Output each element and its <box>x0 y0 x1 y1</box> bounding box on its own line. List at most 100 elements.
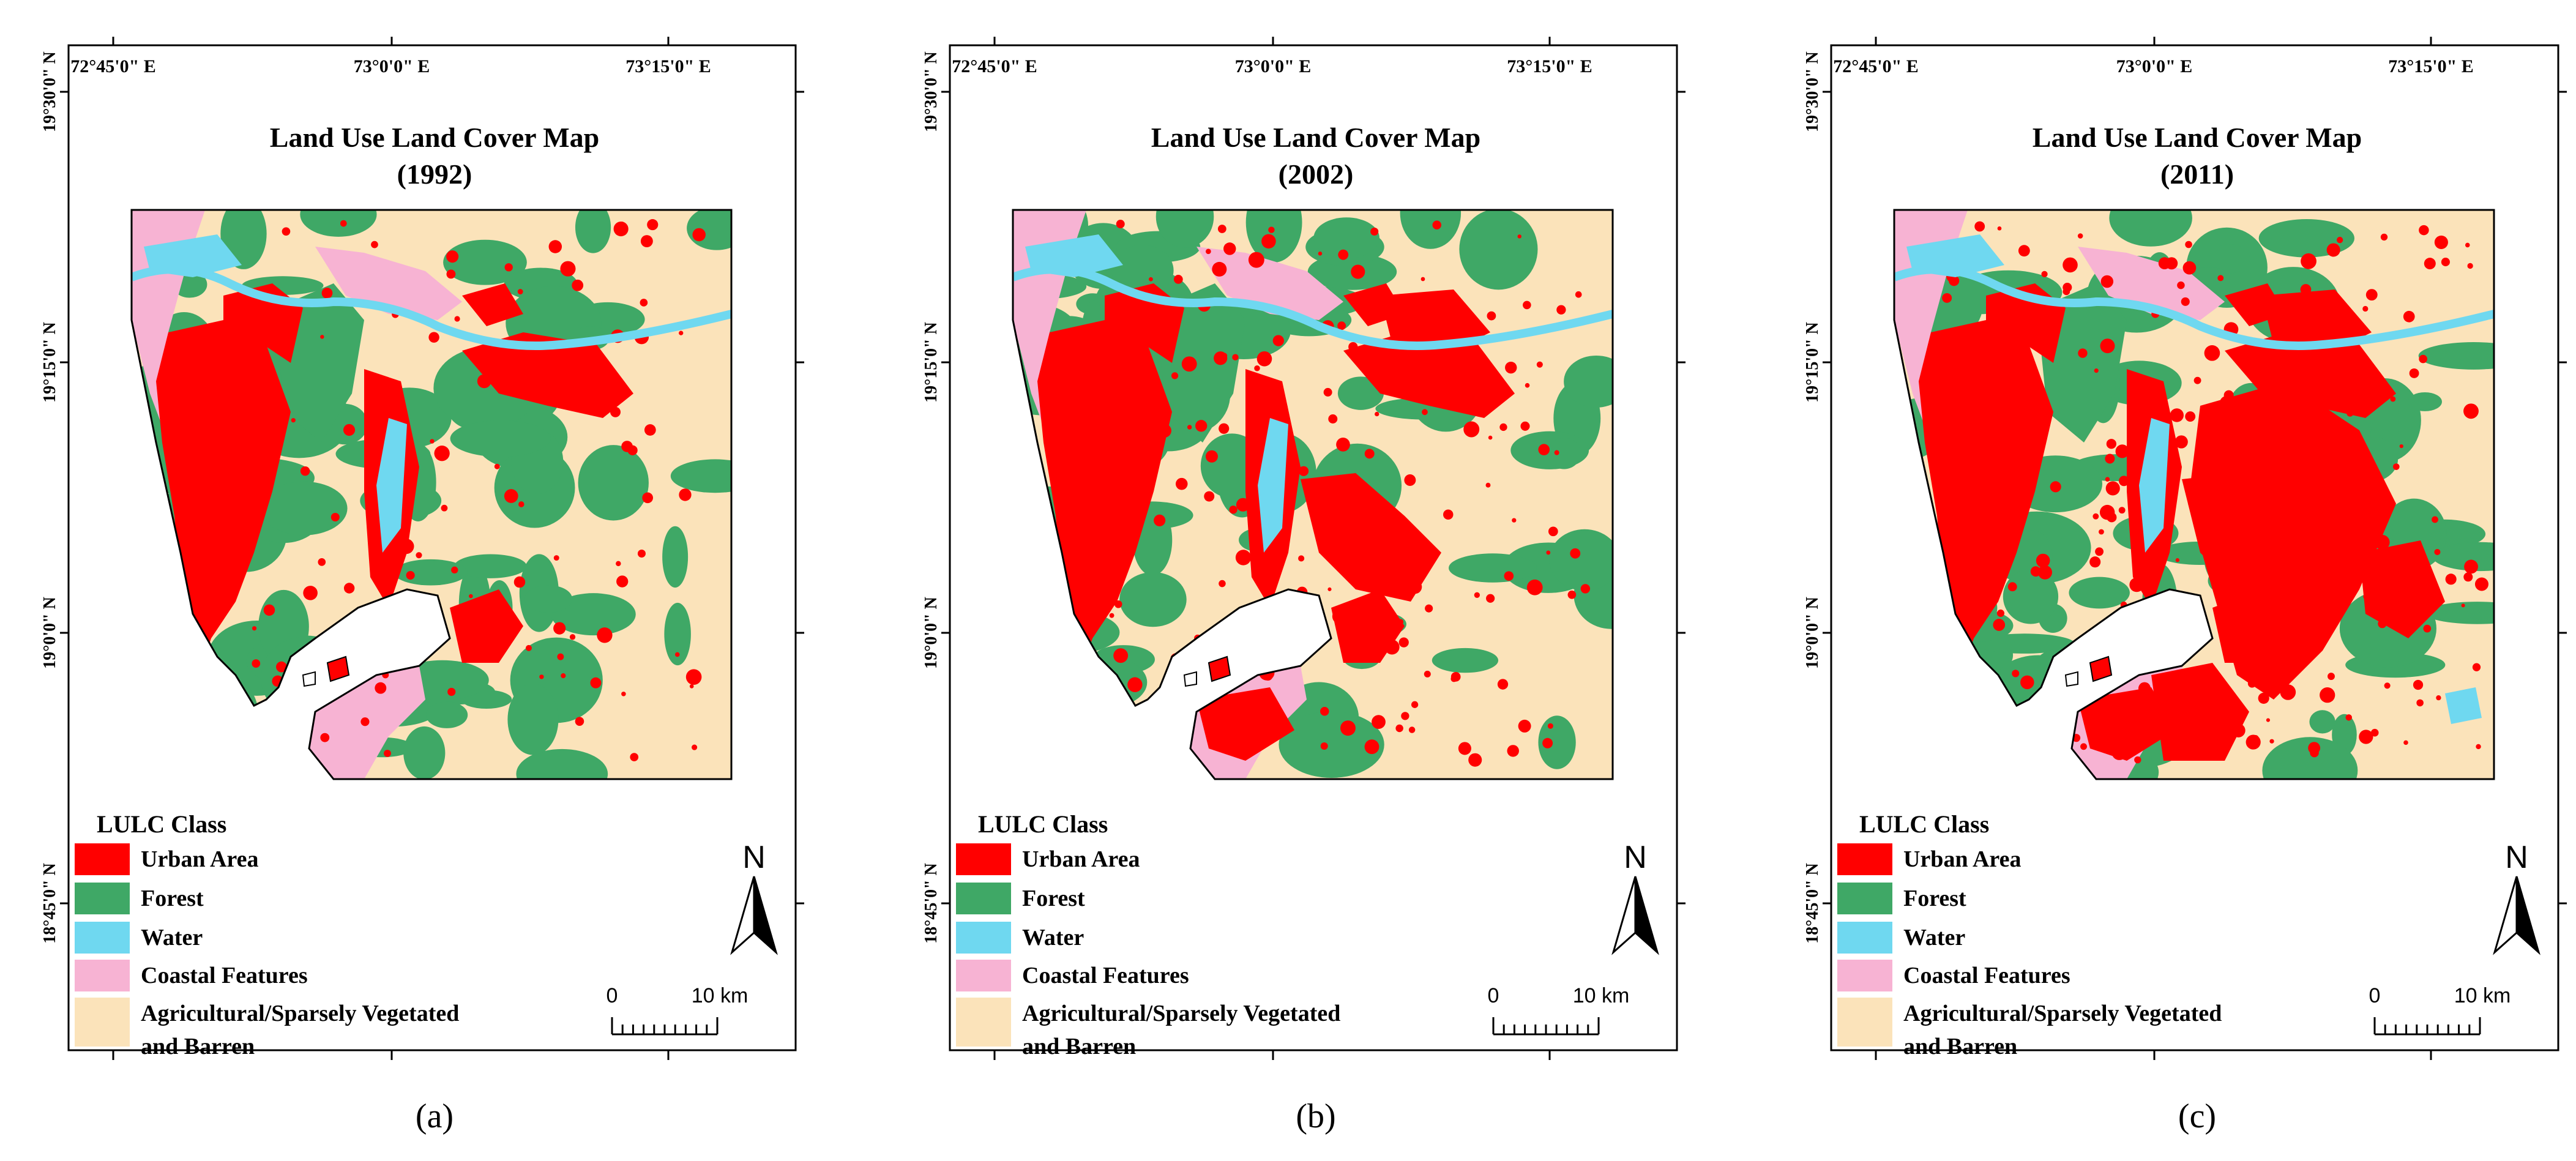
urban-speck <box>2403 310 2415 323</box>
urban-speck <box>276 661 287 673</box>
urban-speck <box>1375 411 1379 417</box>
urban-speck <box>1336 438 1350 452</box>
urban-speck <box>1384 640 1400 655</box>
urban-speck <box>1523 301 1531 310</box>
top-tick-label: 72°45'0" E <box>1833 56 1919 77</box>
urban-speck <box>375 682 387 694</box>
urban-speck <box>1261 234 1276 249</box>
urban-speck <box>497 361 509 373</box>
urban-speck <box>2212 472 2225 487</box>
urban-speck <box>1408 726 1416 733</box>
urban-speck <box>1195 420 1208 432</box>
urban-speck <box>621 441 633 452</box>
urban-speck <box>1298 555 1305 562</box>
urban-speck <box>2078 348 2088 358</box>
urban-speck <box>2105 454 2115 464</box>
urban-area <box>2225 332 2396 418</box>
urban-speck <box>321 288 333 299</box>
urban-speck <box>2474 577 2488 591</box>
urban-speck <box>1974 342 1980 348</box>
urban-speck <box>1485 482 1491 488</box>
urban-speck <box>263 604 275 616</box>
urban-speck <box>237 450 246 459</box>
urban-speck <box>2037 565 2052 580</box>
urban-speck <box>560 261 576 277</box>
left-tick-label: 19°15'0" N <box>1803 322 1822 403</box>
left-tick-label: 19°15'0" N <box>922 322 941 403</box>
urban-speck <box>2165 257 2178 270</box>
urban-speck <box>553 555 559 561</box>
urban-speck <box>2115 444 2129 458</box>
forest-patch <box>1459 210 1538 290</box>
urban-speck <box>637 549 646 558</box>
urban-speck <box>365 483 370 490</box>
urban-speck <box>2308 483 2320 495</box>
urban-speck <box>504 489 518 503</box>
urban-speck <box>2033 399 2044 409</box>
map-panel-c: 72°45'0" E 73°0'0" E 73°15'0" E 19°30'0" N 1… <box>1803 37 2567 1135</box>
urban-speck <box>1337 321 1346 330</box>
urban-speck <box>2423 624 2432 633</box>
forest-patch <box>2408 392 2442 411</box>
forest-patch <box>1400 210 1462 249</box>
urban-speck <box>1217 225 1226 233</box>
urban-speck <box>416 552 422 559</box>
urban-speck <box>2118 507 2126 514</box>
urban-speck <box>2390 396 2396 402</box>
urban-speck <box>1971 731 1976 737</box>
urban-speck <box>441 504 448 512</box>
urban-speck <box>1567 590 1577 599</box>
legend-swatch <box>956 883 1011 914</box>
legend-title: LULC Class <box>978 810 1108 838</box>
urban-speck <box>1512 518 1517 523</box>
urban-speck <box>1248 252 1264 268</box>
urban-speck <box>1974 221 1985 232</box>
urban-speck <box>1206 248 1211 255</box>
urban-speck <box>1173 275 1183 284</box>
urban-speck <box>2434 235 2448 249</box>
legend-title: LULC Class <box>97 810 226 838</box>
urban-speck <box>1507 745 1519 757</box>
map-year: (2002) <box>1279 159 1354 190</box>
urban-speck <box>2363 594 2369 600</box>
urban-speck <box>2118 476 2129 487</box>
urban-speck <box>2285 531 2301 547</box>
urban-speck <box>630 753 639 761</box>
urban-speck <box>1974 467 1984 477</box>
forest-patch <box>551 593 636 636</box>
urban-speck <box>1547 723 1553 729</box>
urban-speck <box>1096 691 1110 706</box>
urban-speck <box>1518 719 1531 733</box>
urban-speck <box>2419 225 2429 236</box>
forest-patch <box>664 602 691 666</box>
urban-area <box>462 283 523 326</box>
urban-speck <box>644 424 656 436</box>
urban-speck <box>590 677 602 689</box>
urban-speck <box>2434 548 2441 556</box>
legend-label: Forest <box>1022 886 1085 911</box>
urban-speck <box>1232 354 1239 360</box>
left-tick-label: 19°15'0" N <box>40 322 59 403</box>
top-tick-label: 72°45'0" E <box>70 56 156 77</box>
legend-swatch <box>75 843 130 875</box>
urban-speck <box>2018 422 2031 435</box>
panel-caption: (c) <box>2178 1097 2216 1135</box>
urban-area <box>450 589 523 663</box>
urban-speck <box>2080 743 2087 750</box>
urban-speck <box>513 576 526 588</box>
urban-speck <box>2159 711 2163 716</box>
urban-speck <box>1113 648 1129 663</box>
urban-speck <box>2007 582 2017 592</box>
urban-speck <box>2182 261 2197 275</box>
urban-speck <box>1264 566 1279 580</box>
top-tick-label: 73°0'0" E <box>1235 56 1312 77</box>
forest-patch <box>220 709 313 745</box>
legend-label: Agricultural/Sparsely Vegetated <box>1022 1001 1340 1026</box>
urban-speck <box>252 626 257 631</box>
urban-speck <box>1408 580 1422 594</box>
forest-patch <box>2418 342 2494 370</box>
urban-speck <box>2320 687 2335 703</box>
urban-speck <box>2009 729 2022 742</box>
urban-speck <box>2170 631 2176 637</box>
urban-speck <box>2063 257 2078 273</box>
